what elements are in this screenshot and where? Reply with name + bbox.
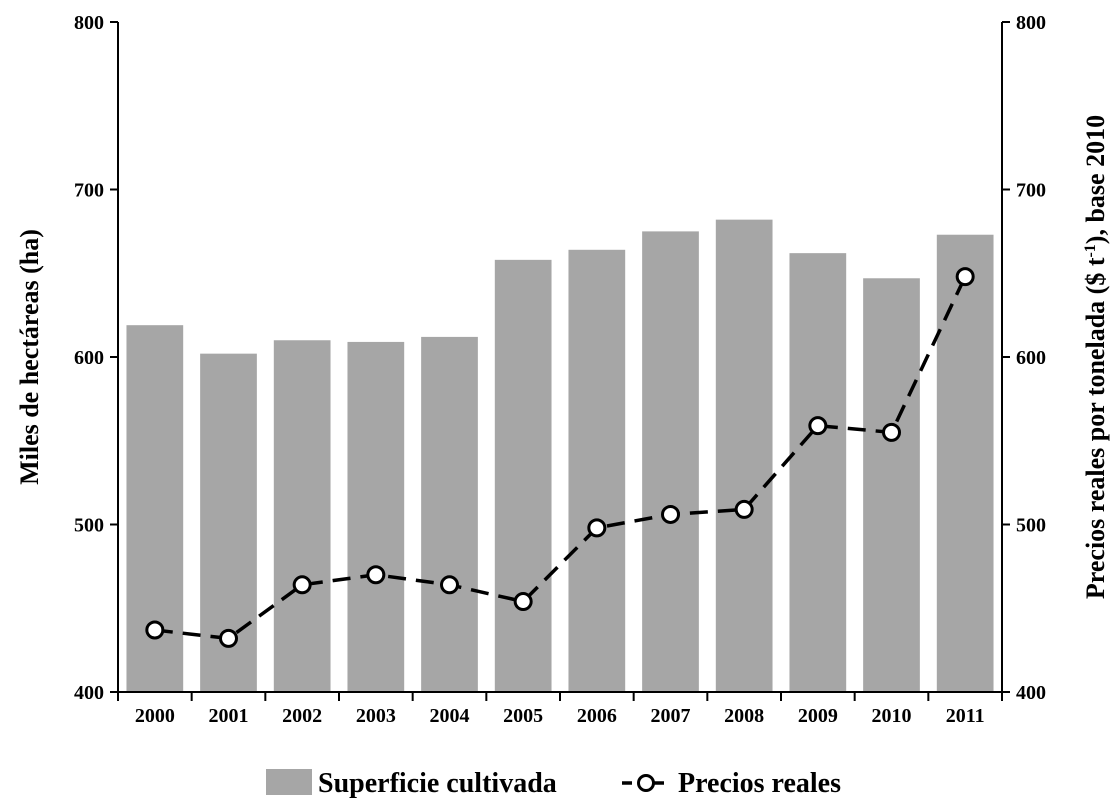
bar-2011	[936, 234, 994, 692]
left-tick-label: 500	[74, 515, 104, 537]
bar-2004	[421, 336, 478, 692]
bar-series-superficie-cultivada	[126, 219, 994, 693]
y-axis-title: Miles de hectáreas (ha)	[15, 229, 44, 485]
price-point-2007	[661, 504, 680, 524]
bar-2009	[789, 253, 847, 692]
x-tick-label: 2010	[872, 705, 912, 727]
x-tick-label: 2011	[946, 705, 985, 727]
right-tick-label: 400	[1016, 682, 1046, 704]
x-tick-label: 2006	[577, 705, 617, 727]
price-point-2009	[808, 416, 828, 436]
legend-label-precios-reales: Precios reales	[678, 768, 841, 799]
legend-marker-precios-reales	[637, 774, 655, 792]
y2-axis-title-suffix: ), base 2010	[1081, 115, 1110, 244]
legend-label-superficie-cultivada: Superficie cultivada	[318, 768, 557, 799]
legend-swatch-superficie-cultivada	[266, 769, 312, 795]
right-tick-label: 800	[1016, 12, 1046, 34]
right-tick-label: 600	[1016, 347, 1046, 369]
bar-2005	[494, 259, 552, 692]
y2-axis-title-superscript: -1	[1082, 244, 1099, 257]
left-tick-label: 600	[74, 347, 104, 369]
price-point-2010	[882, 422, 901, 442]
bar-2006	[568, 249, 626, 693]
x-tick-label: 2002	[282, 705, 322, 727]
left-y-ticks: 400 500 600 700 800	[74, 12, 118, 704]
price-point-2002	[292, 575, 312, 595]
price-point-2000	[145, 620, 165, 640]
price-point-2004	[440, 575, 459, 595]
x-tick-label: 2001	[209, 705, 249, 727]
y2-axis-title: Precios reales por tonelada ($ t-1), bas…	[1081, 115, 1110, 599]
left-tick-label: 700	[74, 180, 104, 202]
price-line	[154, 275, 967, 641]
left-tick-label: 400	[74, 682, 104, 704]
x-tick-label: 2000	[135, 705, 175, 727]
x-tick-label: 2007	[651, 705, 691, 727]
left-tick-label: 800	[74, 12, 104, 34]
price-point-2011	[955, 267, 975, 287]
bar-2008	[715, 219, 773, 692]
price-point-2001	[219, 628, 238, 648]
price-point-2008	[734, 499, 754, 519]
bar-2010	[863, 278, 920, 692]
x-tick-label: 2004	[430, 705, 470, 727]
bar-2003	[347, 341, 405, 692]
bar-2007	[642, 231, 699, 692]
price-point-2003	[366, 565, 386, 585]
bar-2002	[273, 340, 331, 692]
right-tick-label: 700	[1016, 180, 1046, 202]
x-tick-label: 2009	[798, 705, 838, 727]
y2-axis-title-prefix: Precios reales por tonelada ($ t	[1081, 257, 1110, 599]
x-ticks: 2000 2001 2002 2003 2004 2005 2006 2007 2008 2009…	[117, 692, 1003, 727]
legend: Superficie cultivada Precios reales	[266, 768, 841, 799]
right-y-ticks: 400 500 600 700 800	[1002, 12, 1046, 704]
right-tick-label: 500	[1016, 515, 1046, 537]
x-tick-label: 2003	[356, 705, 396, 727]
line-series-precios-reales	[145, 267, 975, 648]
price-point-2005	[513, 592, 533, 612]
x-tick-label: 2008	[724, 705, 764, 727]
price-point-2006	[587, 518, 607, 538]
x-tick-label: 2005	[503, 705, 543, 727]
